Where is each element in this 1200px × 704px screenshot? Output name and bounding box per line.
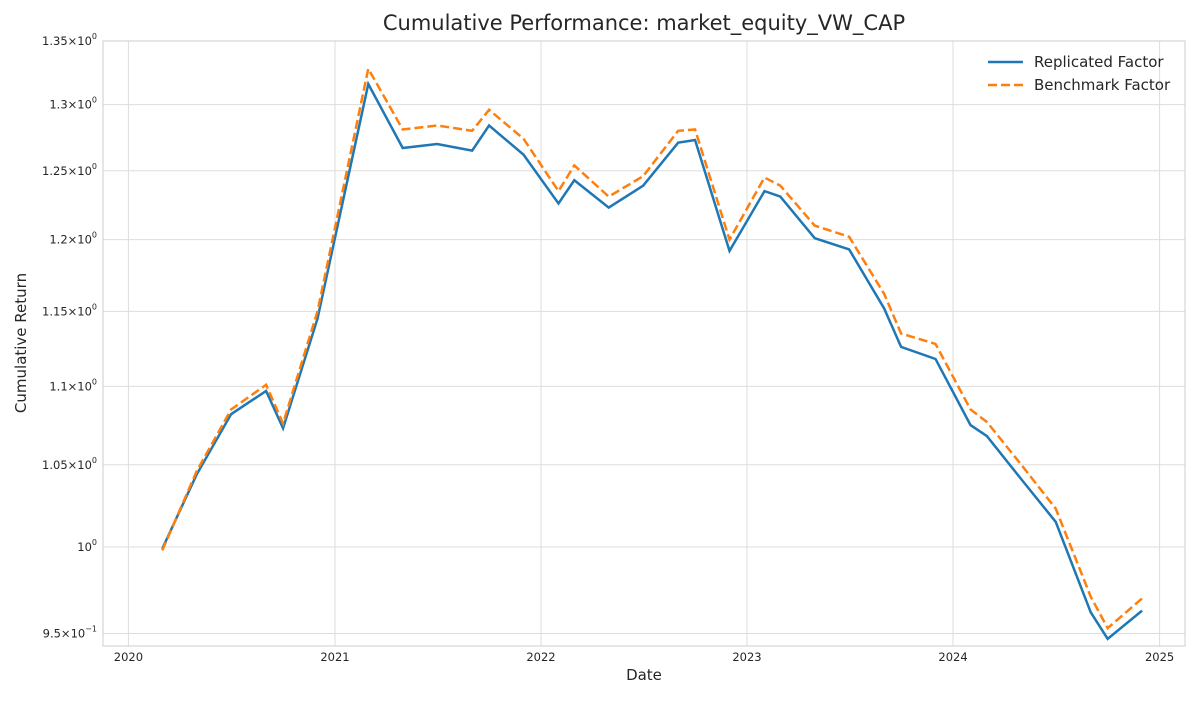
y-tick-label: 9.5×10−1 xyxy=(43,625,97,641)
x-tick-label: 2024 xyxy=(938,650,967,664)
series-layer xyxy=(162,69,1142,639)
y-tick-label: 1.15×100 xyxy=(42,302,97,318)
x-gridlines xyxy=(128,41,1159,646)
x-tick-label: 2022 xyxy=(526,650,555,664)
y-tick-label: 100 xyxy=(77,538,97,554)
y-tick-label: 1.2×100 xyxy=(49,231,97,247)
plot-frame xyxy=(103,41,1185,646)
x-axis-label: Date xyxy=(626,666,662,684)
y-tick-label: 1.1×100 xyxy=(49,377,97,393)
legend-label-benchmark-factor: Benchmark Factor xyxy=(1034,76,1171,94)
x-tick-label: 2023 xyxy=(732,650,761,664)
x-tick-label: 2025 xyxy=(1145,650,1174,664)
y-gridlines xyxy=(103,41,1185,634)
x-tick-label: 2020 xyxy=(114,650,143,664)
series-line-replicated-factor xyxy=(162,84,1142,639)
x-tick-labels: 2020 2021 2022 2023 2024 2025 xyxy=(114,650,1174,664)
chart-title: Cumulative Performance: market_equity_VW… xyxy=(383,11,905,36)
x-tick-label: 2021 xyxy=(320,650,349,664)
y-tick-label: 1.05×100 xyxy=(42,456,97,472)
legend: Replicated Factor Benchmark Factor xyxy=(988,53,1171,94)
legend-label-replicated-factor: Replicated Factor xyxy=(1034,53,1164,71)
y-tick-label: 1.3×100 xyxy=(49,96,97,112)
y-axis-label: Cumulative Return xyxy=(12,273,30,413)
y-tick-labels: 9.5×10−1 100 1.05×100 1.1×100 1.15×100 1.2×10… xyxy=(42,32,97,641)
y-tick-label: 1.35×100 xyxy=(42,32,97,48)
y-tick-label: 1.25×100 xyxy=(42,162,97,178)
